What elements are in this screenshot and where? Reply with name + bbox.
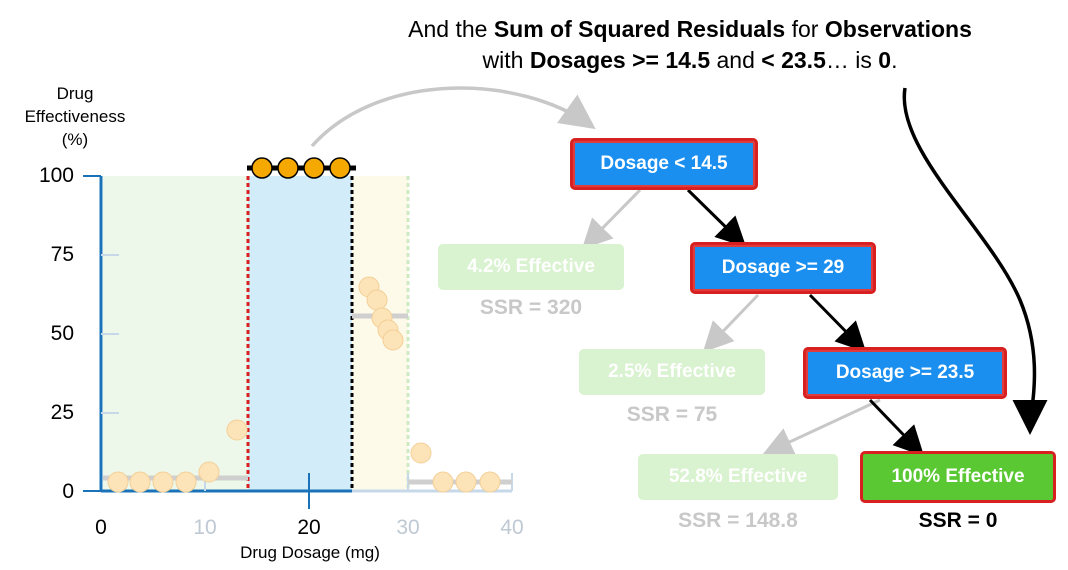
tree-leaf-4-2: 4.2% Effective	[438, 244, 624, 290]
tree-leaf-100-ssr: SSR = 0	[918, 509, 998, 532]
y-tick-25: 25	[50, 401, 74, 424]
x-tick-30: 30	[396, 516, 420, 539]
tree-leaf-4-2-ssr: SSR = 320	[479, 296, 583, 319]
tree-leaf-52-8-ssr: SSR = 148.8	[678, 509, 798, 532]
highlight-region	[248, 176, 352, 491]
highlighted-points	[251, 157, 351, 179]
faded-points	[107, 276, 501, 493]
x-tick-40: 40	[500, 516, 524, 539]
y-tick-50: 50	[50, 322, 74, 345]
y-tick-100: 100	[38, 164, 74, 187]
edge-node2-leaf2	[702, 293, 760, 353]
y-tick-75: 75	[50, 243, 74, 266]
chart-to-tree-arrow	[310, 86, 596, 148]
edge-root-leaf1	[581, 188, 642, 250]
y-axis-label: Drug Effectiveness (%)	[24, 84, 126, 149]
tree-leaf-52-8: 52.8% Effective	[638, 454, 838, 500]
tree-node-dosage-23-5: Dosage >= 23.5	[803, 347, 1007, 399]
left-region	[103, 176, 248, 491]
x-tick-20: 20	[297, 516, 321, 539]
edge-root-node2	[686, 188, 747, 248]
x-tick-10: 10	[193, 516, 217, 539]
edge-node2-node3	[808, 293, 867, 353]
edge-node3-leaf4	[868, 398, 925, 457]
x-axis-label: Drug Dosage (mg)	[240, 543, 380, 562]
y-tick-0: 0	[62, 480, 74, 503]
tree-leaf-100: 100% Effective	[860, 451, 1056, 503]
caption: And the Sum of Squared Residuals for Obs…	[300, 14, 1068, 76]
caption-line-2: with Dosages >= 14.5 and < 23.5… is 0.	[482, 47, 898, 73]
tree-node-dosage-29: Dosage >= 29	[690, 242, 876, 294]
tree-leaf-2-5: 2.5% Effective	[579, 349, 765, 395]
tree-root-node: Dosage < 14.5	[570, 138, 758, 190]
caption-to-leaf-arrow	[902, 87, 1048, 435]
caption-line-1: And the Sum of Squared Residuals for Obs…	[408, 16, 972, 42]
y-axis-ticks	[83, 175, 119, 492]
tree-leaf-2-5-ssr: SSR = 75	[626, 403, 718, 426]
edge-node3-leaf3	[762, 398, 881, 456]
x-tick-0: 0	[95, 516, 107, 539]
